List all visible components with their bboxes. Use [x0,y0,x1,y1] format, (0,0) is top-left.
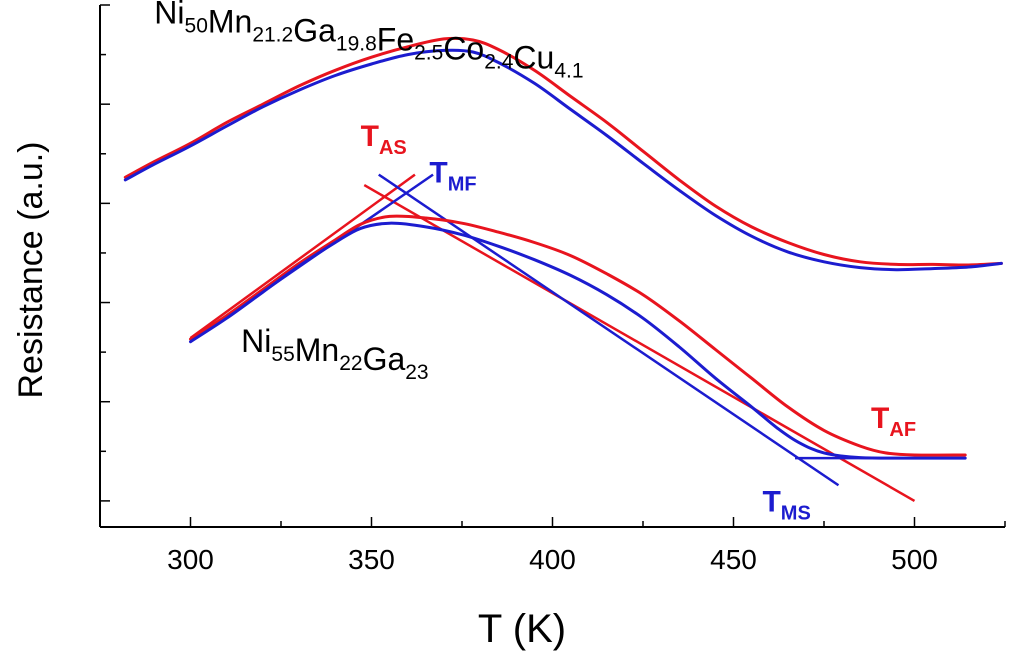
composition-label: Ni55Mn22Ga23 [241,323,428,384]
annotations: TAS TMF TAF TMS [361,120,916,524]
composition-labels: Ni50Mn21.2Ga19.8Fe2.5Co2.4Cu4.1 Ni55Mn22G… [154,0,583,384]
x-axis-label: T (K) [478,607,566,651]
x-tick-label: 350 [348,544,395,575]
transition-label: TAF [871,402,916,441]
x-tick-label: 500 [891,544,938,575]
x-tick-label: 400 [529,544,576,575]
series-line-upper [123,36,1003,267]
transition-label: TMF [429,156,476,195]
series-line-lower [189,221,967,460]
tangent-line [363,184,916,502]
composition-label: Ni50Mn21.2Ga19.8Fe2.5Co2.4Cu4.1 [154,0,583,82]
transition-label: TAS [361,120,407,159]
x-tick-label: 450 [710,544,757,575]
tangent-line [378,173,840,487]
series-line-lower [189,214,967,457]
transition-label: TMS [762,485,810,524]
resistance-curves [123,36,1003,460]
x-tick-label: 300 [167,544,214,575]
ticks: 300 350 400 450 500 [99,4,1006,575]
tangent-line [189,173,416,340]
series-line-upper [123,48,1003,272]
y-axis-label: Resistance (a.u.) [12,142,50,399]
